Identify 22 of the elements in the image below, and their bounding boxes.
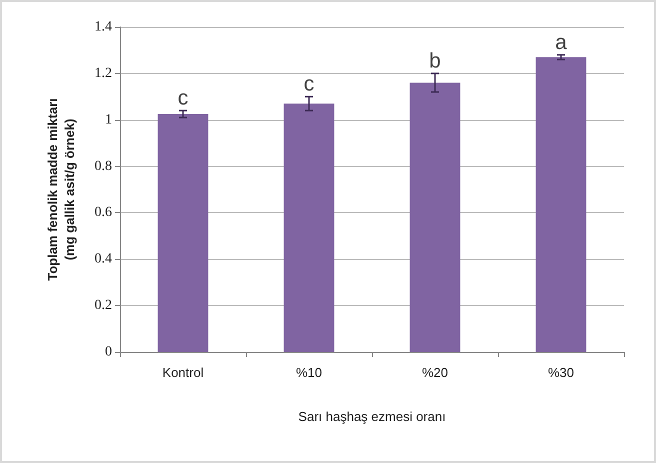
annotation: b <box>429 49 441 72</box>
y-axis-title: Toplam fenolik madde miktarı (mg gallik asit/g örnek) <box>45 98 77 281</box>
y-tick-label: 0.8 <box>94 158 112 174</box>
x-tick-label: %30 <box>548 365 574 380</box>
annotation: c <box>178 86 188 110</box>
bar <box>536 57 586 352</box>
y-tick-label: 0.6 <box>94 205 112 220</box>
y-tick-label: 0.2 <box>94 298 112 314</box>
y-tick-label: 1.4 <box>94 20 112 34</box>
bar <box>410 82 460 352</box>
x-tick-label: %10 <box>296 365 322 380</box>
y-tick-label: 1.2 <box>94 66 112 81</box>
annotation: a <box>555 30 568 54</box>
annotation: c <box>304 72 314 96</box>
y-tick-label: 0 <box>105 344 112 360</box>
x-tick-label: Kontrol <box>162 365 204 380</box>
y-tick-label: 1 <box>105 112 112 128</box>
x-axis-title: Sarı haşhaş ezmesi oranı <box>298 409 446 424</box>
x-tick-label: %20 <box>422 365 448 380</box>
bar <box>158 114 208 352</box>
bar <box>284 104 334 352</box>
y-tick-label: 0.4 <box>94 252 112 267</box>
